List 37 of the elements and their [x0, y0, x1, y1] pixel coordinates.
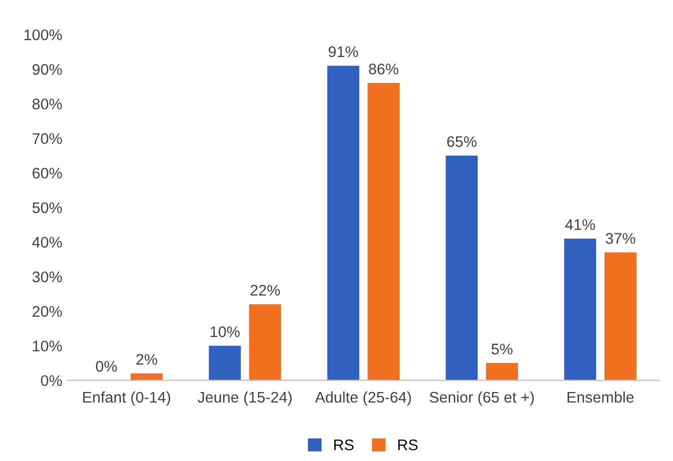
- y-tick-label: 60%: [32, 168, 62, 179]
- bar: [604, 252, 636, 380]
- text: 86%: [368, 64, 398, 74]
- y-tick-label: 0%: [40, 375, 62, 386]
- y-tick-label: 50%: [32, 202, 62, 214]
- x-tick-label: Ensemble: [568, 391, 634, 403]
- x-tick-label: Senior (65 et +): [430, 391, 534, 406]
- text: 22%: [250, 284, 280, 296]
- text: 10%: [210, 326, 240, 338]
- text: 37%: [606, 233, 636, 244]
- text: 91%: [328, 46, 358, 58]
- y-tick-label: 30%: [32, 271, 62, 282]
- y-tick-label: 10%: [33, 340, 62, 352]
- bar: [368, 82, 400, 380]
- y-tick-label: 80%: [32, 98, 62, 110]
- y-tick-label: 100%: [24, 29, 62, 40]
- legend-label: RS: [398, 440, 418, 450]
- text: 0%: [96, 360, 117, 372]
- y-tick-label: 40%: [32, 236, 62, 248]
- text: 65%: [447, 136, 476, 148]
- text: 41%: [565, 219, 595, 230]
- bar: [486, 363, 518, 380]
- bar: [327, 66, 360, 380]
- text: 5%: [492, 344, 512, 354]
- text: 2%: [136, 354, 158, 365]
- x-tick-label: Adulte (25-64): [315, 391, 411, 406]
- y-tick-label: 20%: [32, 306, 62, 317]
- legend-label: RS: [334, 440, 354, 450]
- bar: [564, 238, 596, 380]
- bar: [249, 304, 282, 380]
- x-tick-label: Enfant (0-14): [83, 391, 170, 406]
- y-tick-label: 70%: [32, 133, 62, 144]
- y-tick-label: 90%: [32, 64, 62, 75]
- bar: [130, 373, 163, 380]
- bar: [208, 346, 241, 380]
- bar: [446, 156, 478, 380]
- x-tick-label: Jeune (15-24): [198, 391, 292, 406]
